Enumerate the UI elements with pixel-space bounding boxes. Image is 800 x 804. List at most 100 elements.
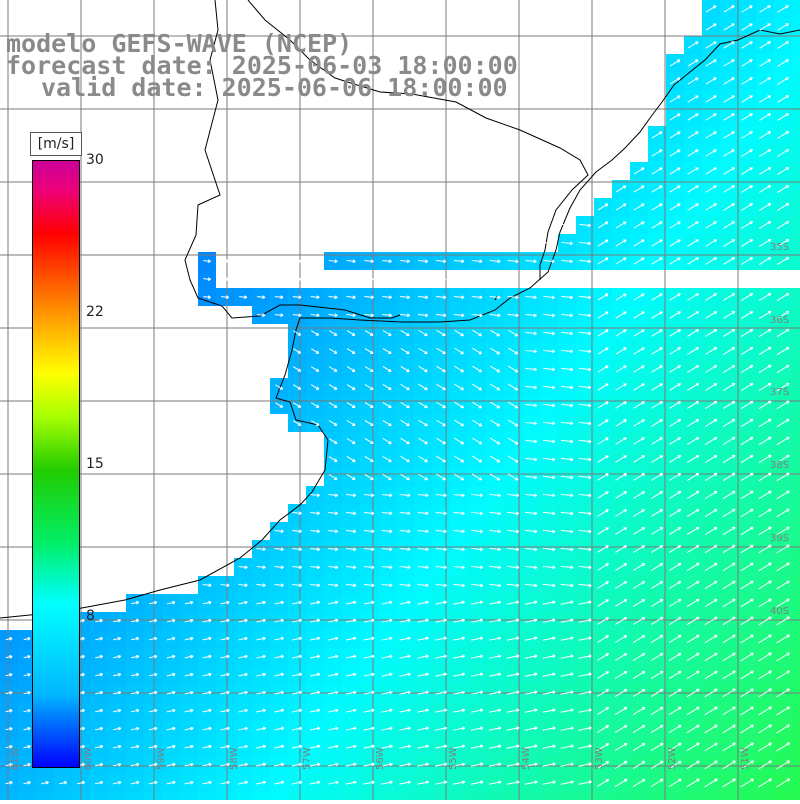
wind-arrow [633,581,646,589]
wind-arrow [758,670,772,680]
wind-arrow [507,401,519,409]
wind-arrow [524,708,538,713]
wind-arrow [328,438,338,444]
wind-arrow [436,329,446,337]
wind-arrow [705,149,717,157]
speed-cell [180,792,198,804]
wind-arrow [542,583,556,588]
wind-arrow [274,618,284,623]
wind-arrow [705,293,718,301]
wind-arrow [668,742,682,752]
wind-arrow [274,295,284,300]
wind-arrow [614,742,628,752]
speed-cell [720,792,738,804]
wind-arrow [506,672,520,677]
wind-arrow [489,455,501,463]
wind-arrow [310,277,320,282]
speed-cell [792,612,800,630]
wind-arrow [651,239,663,247]
wind-arrow [740,706,754,716]
wind-arrow [472,347,482,355]
wind-arrow [669,473,682,481]
wind-arrow [400,437,410,445]
wind-arrow [651,527,664,535]
wind-arrow [292,690,303,695]
wind-arrow [381,600,393,605]
wind-arrow [328,511,339,516]
wind-arrow [525,511,538,516]
wind-arrow [95,618,103,623]
wind-arrow [23,708,31,713]
wind-arrow [363,547,375,552]
wind-arrow [310,259,320,264]
wind-arrow [364,384,374,391]
wind-arrow [578,654,592,659]
wind-arrow [686,724,700,734]
wind-arrow [542,600,556,605]
wind-arrow [614,706,628,715]
wind-arrow [686,688,700,698]
wind-arrow [615,365,627,373]
wind-arrow [399,565,411,570]
wind-arrow [776,364,790,374]
wind-arrow [614,760,628,770]
wind-arrow [346,330,356,336]
wind-arrow [471,636,484,641]
speed-cell [792,360,800,378]
wind-arrow [633,598,646,607]
wind-arrow [273,762,285,767]
wind-arrow [470,780,484,785]
wind-arrow [184,672,194,677]
wind-arrow [740,688,754,698]
wind-arrow [776,616,790,626]
wind-arrow [687,149,699,157]
wind-arrow [453,600,465,605]
wind-arrow [668,598,682,608]
wind-arrow [561,349,574,354]
wind-arrow [309,654,321,659]
speed-cell [792,342,800,360]
wind-arrow [705,347,718,355]
wind-arrow [489,313,501,318]
wind-arrow [364,438,374,445]
wind-arrow [453,547,465,552]
wind-arrow [291,726,303,731]
speed-cell [126,792,144,804]
wind-arrow [722,652,736,662]
wind-arrow [578,529,592,534]
wind-arrow [417,744,429,749]
wind-arrow [651,113,663,121]
wind-arrow [417,762,430,767]
wind-arrow [310,313,320,318]
wind-arrow [381,547,393,552]
wind-arrow [632,616,646,625]
wind-arrow [704,544,718,554]
wind-arrow [346,313,356,318]
wind-arrow [364,455,374,463]
wind-arrow [490,329,501,337]
wind-arrow [23,636,31,641]
wind-arrow [453,583,465,588]
wind-arrow [470,744,484,749]
speed-cell [792,378,800,396]
wind-arrow [650,724,664,734]
wind-arrow [435,708,448,713]
speed-cell [792,216,800,234]
wind-arrow [238,780,249,785]
wind-arrow [418,455,428,463]
wind-arrow [633,239,645,247]
wind-arrow [704,652,718,662]
wind-arrow [651,329,663,337]
wind-arrow [723,5,735,13]
wind-arrow [507,437,519,445]
wind-arrow [256,547,266,552]
wind-arrow [542,708,556,713]
grid-labels: 35S 36S 37S 38S 39S 40S 61W 60W 59W 58W 57W 56W 55W 5… [10,242,789,770]
wind-arrow [166,744,176,749]
wind-arrow [578,636,592,641]
wind-arrow [759,185,772,193]
wind-arrow [651,275,663,283]
wind-arrow [310,330,320,336]
wind-arrow [759,41,771,49]
wind-arrow [400,277,411,282]
